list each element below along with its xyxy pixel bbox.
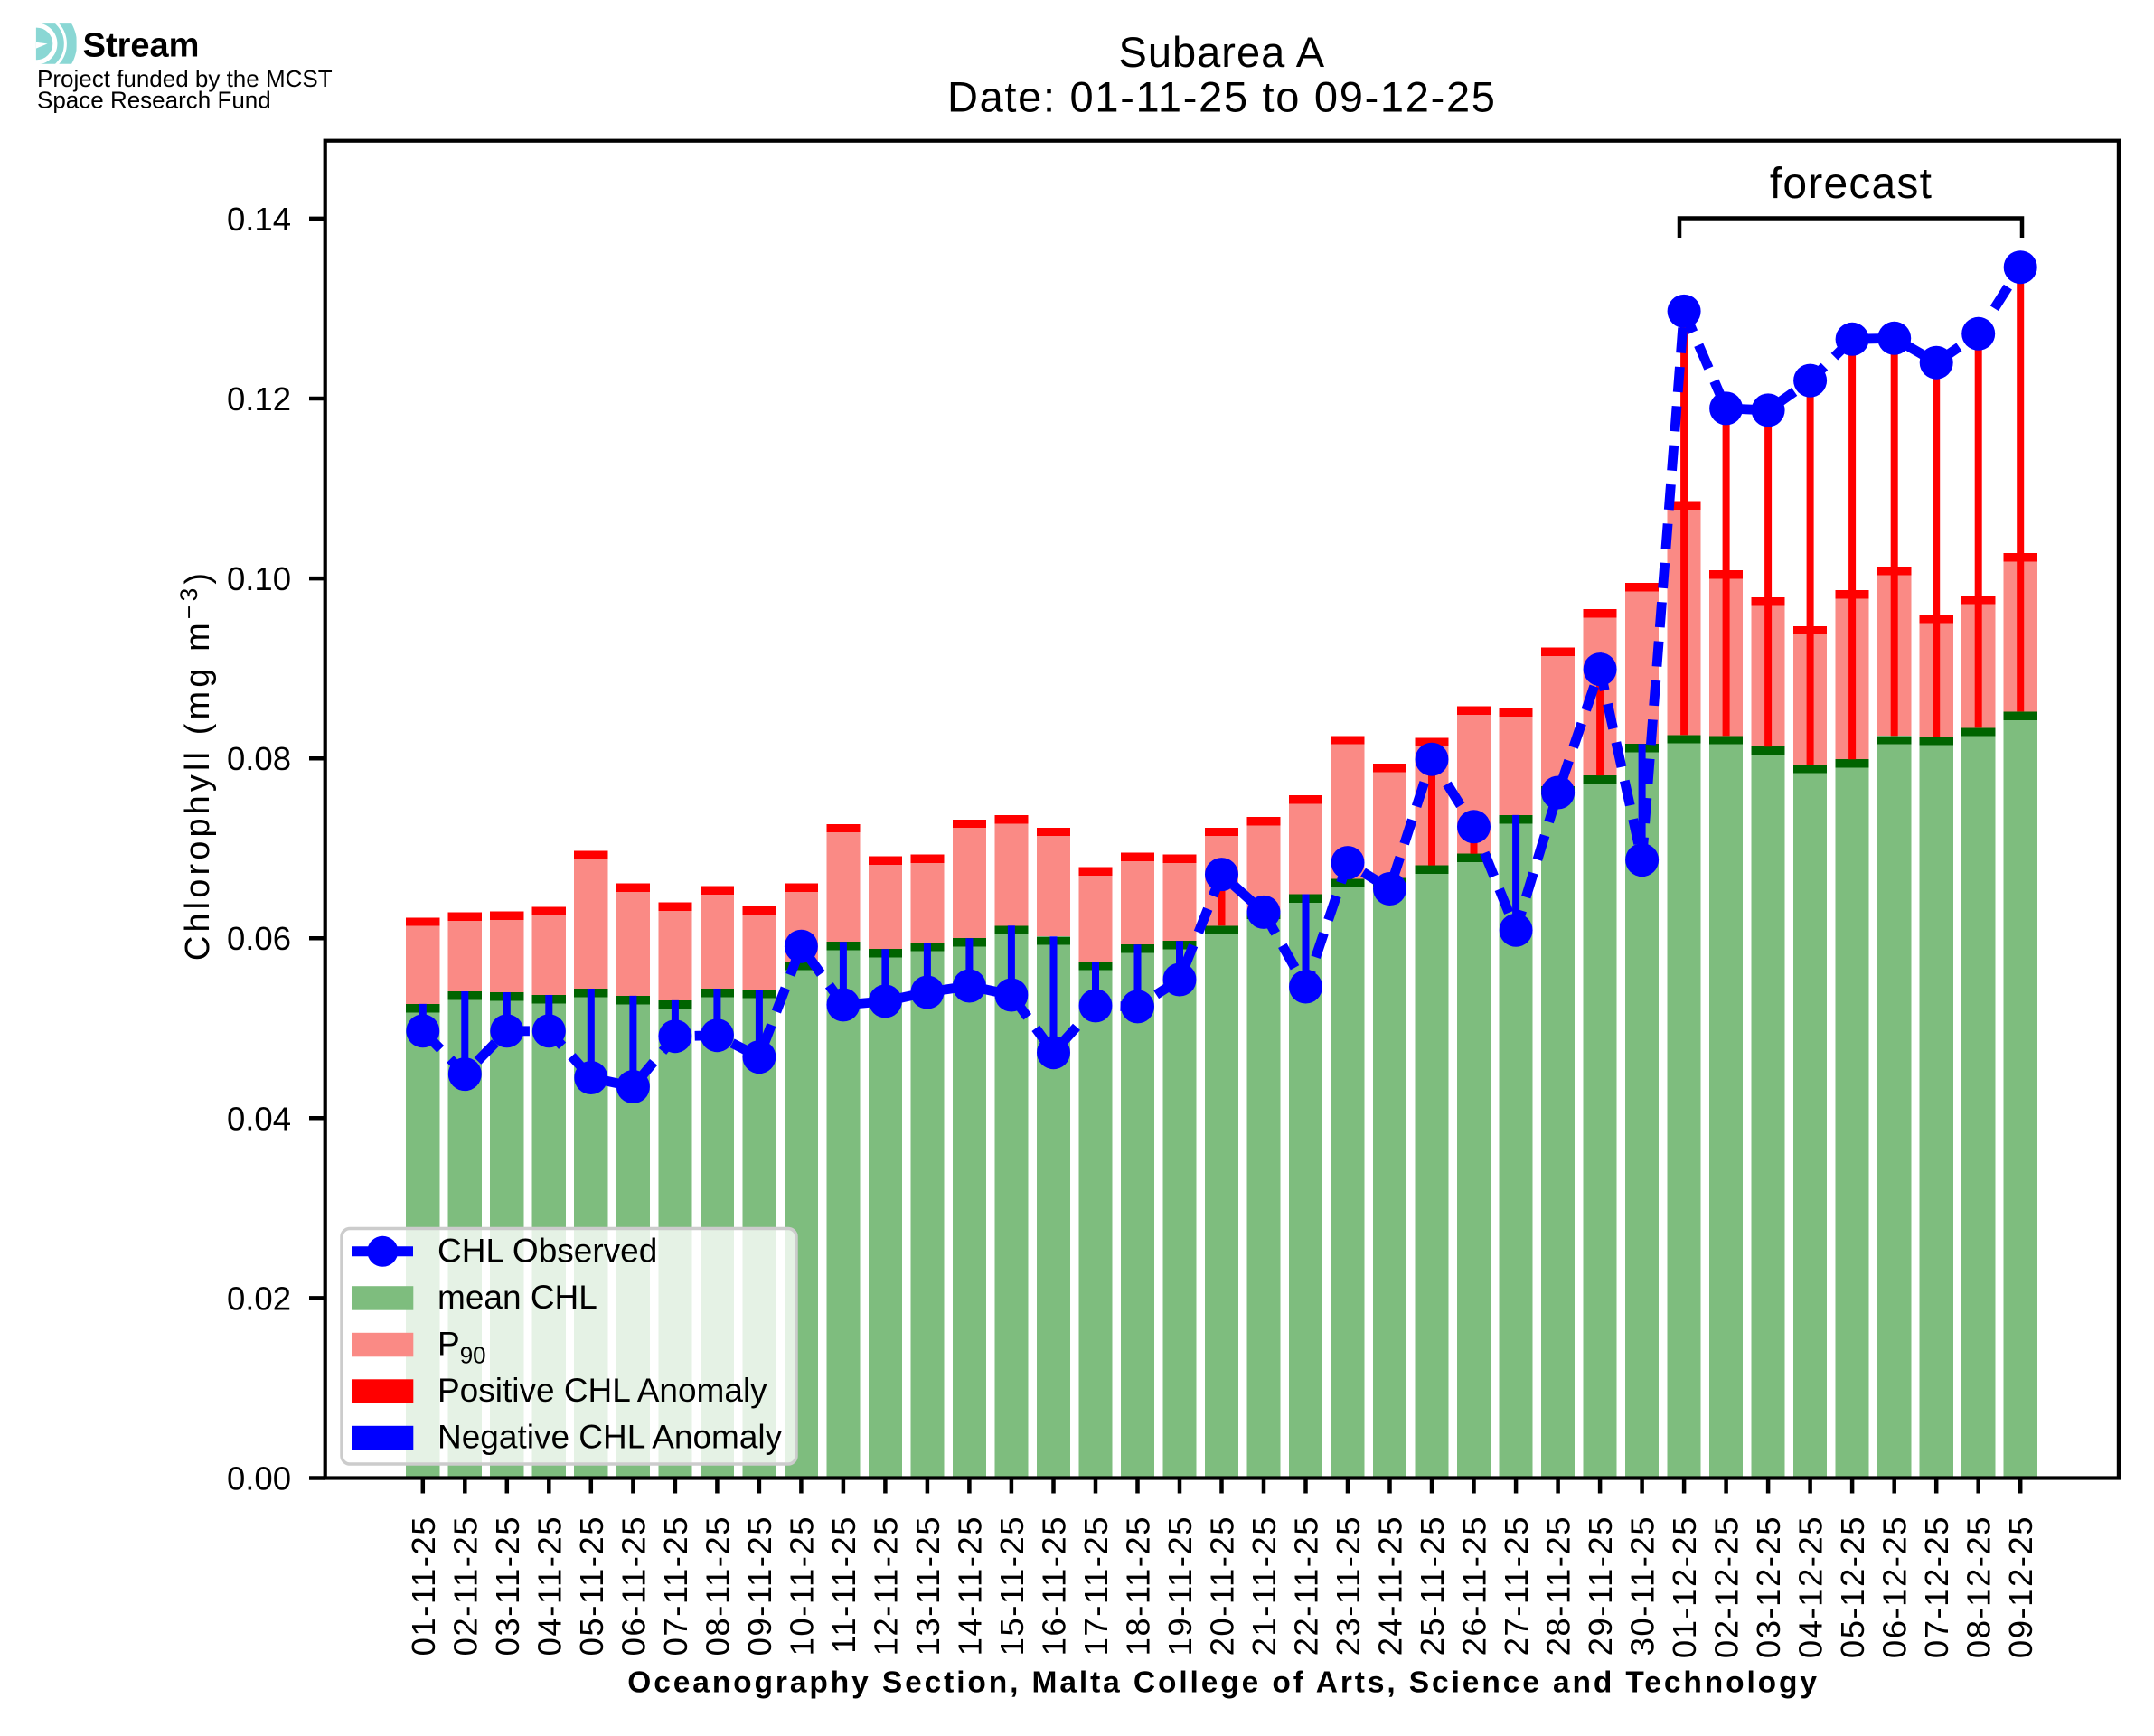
svg-text:0.12: 0.12 [227, 380, 291, 418]
svg-text:0.02: 0.02 [227, 1280, 291, 1317]
svg-text:17-11-25: 17-11-25 [1077, 1515, 1115, 1656]
svg-text:19-11-25: 19-11-25 [1162, 1515, 1199, 1656]
svg-text:08-11-25: 08-11-25 [699, 1515, 736, 1656]
svg-text:23-11-25: 23-11-25 [1330, 1515, 1367, 1656]
svg-text:10-11-25: 10-11-25 [783, 1515, 820, 1656]
svg-text:27-11-25: 27-11-25 [1498, 1515, 1535, 1656]
svg-text:22-11-25: 22-11-25 [1288, 1515, 1325, 1656]
svg-text:08-12-25: 08-12-25 [1961, 1515, 1998, 1658]
svg-text:01-11-25: 01-11-25 [405, 1515, 442, 1656]
svg-text:07-11-25: 07-11-25 [657, 1515, 694, 1656]
svg-text:06-12-25: 06-12-25 [1877, 1515, 1914, 1658]
svg-text:Positive CHL Anomaly: Positive CHL Anomaly [437, 1372, 767, 1409]
svg-text:13-11-25: 13-11-25 [909, 1515, 946, 1656]
svg-text:0.04: 0.04 [227, 1100, 291, 1137]
svg-text:09-12-25: 09-12-25 [2002, 1515, 2039, 1658]
svg-text:30-11-25: 30-11-25 [1624, 1515, 1661, 1656]
svg-text:0.08: 0.08 [227, 740, 291, 777]
svg-text:Oceanography Section, Malta Co: Oceanography Section, Malta College of A… [627, 1666, 1820, 1700]
svg-text:Chlorophyll (mg m−3): Chlorophyll (mg m−3) [175, 569, 217, 961]
svg-text:20-11-25: 20-11-25 [1204, 1515, 1241, 1656]
svg-text:12-11-25: 12-11-25 [867, 1515, 904, 1656]
svg-text:14-11-25: 14-11-25 [951, 1515, 988, 1656]
svg-text:Date: 01-11-25 to 09-12-25: Date: 01-11-25 to 09-12-25 [947, 72, 1497, 120]
svg-text:mean CHL: mean CHL [437, 1279, 597, 1316]
svg-text:29-11-25: 29-11-25 [1582, 1515, 1619, 1656]
svg-text:26-11-25: 26-11-25 [1456, 1515, 1493, 1656]
svg-text:02-12-25: 02-12-25 [1708, 1515, 1745, 1658]
svg-text:11-11-25: 11-11-25 [825, 1515, 862, 1654]
svg-text:02-11-25: 02-11-25 [447, 1515, 484, 1656]
svg-text:0.06: 0.06 [227, 920, 291, 957]
svg-text:06-11-25: 06-11-25 [615, 1515, 652, 1656]
svg-text:Stream: Stream [83, 27, 200, 65]
svg-text:05-11-25: 05-11-25 [573, 1515, 610, 1656]
svg-text:0.10: 0.10 [227, 560, 291, 597]
svg-text:04-11-25: 04-11-25 [531, 1515, 568, 1656]
svg-text:15-11-25: 15-11-25 [993, 1515, 1030, 1656]
svg-text:21-11-25: 21-11-25 [1246, 1515, 1283, 1656]
svg-text:04-12-25: 04-12-25 [1792, 1515, 1829, 1658]
svg-text:18-11-25: 18-11-25 [1120, 1515, 1157, 1656]
svg-text:Negative CHL Anomaly: Negative CHL Anomaly [437, 1419, 783, 1456]
svg-text:24-11-25: 24-11-25 [1372, 1515, 1409, 1656]
svg-text:Project funded by the MCST: Project funded by the MCST [37, 65, 333, 92]
svg-text:03-11-25: 03-11-25 [489, 1515, 526, 1656]
svg-text:05-12-25: 05-12-25 [1834, 1515, 1871, 1658]
svg-text:CHL Observed: CHL Observed [437, 1232, 657, 1269]
svg-text:25-11-25: 25-11-25 [1414, 1515, 1451, 1656]
svg-text:Subarea A: Subarea A [1119, 28, 1326, 76]
svg-text:28-11-25: 28-11-25 [1540, 1515, 1577, 1656]
svg-text:0.14: 0.14 [227, 201, 291, 238]
svg-text:0.00: 0.00 [227, 1460, 291, 1497]
svg-text:09-11-25: 09-11-25 [741, 1515, 778, 1656]
svg-text:01-12-25: 01-12-25 [1666, 1515, 1703, 1658]
svg-text:16-11-25: 16-11-25 [1036, 1515, 1073, 1656]
svg-text:07-12-25: 07-12-25 [1918, 1515, 1955, 1658]
svg-text:forecast: forecast [1770, 160, 1933, 208]
svg-text:03-12-25: 03-12-25 [1750, 1515, 1787, 1658]
svg-text:Space Research Fund: Space Research Fund [37, 87, 271, 114]
